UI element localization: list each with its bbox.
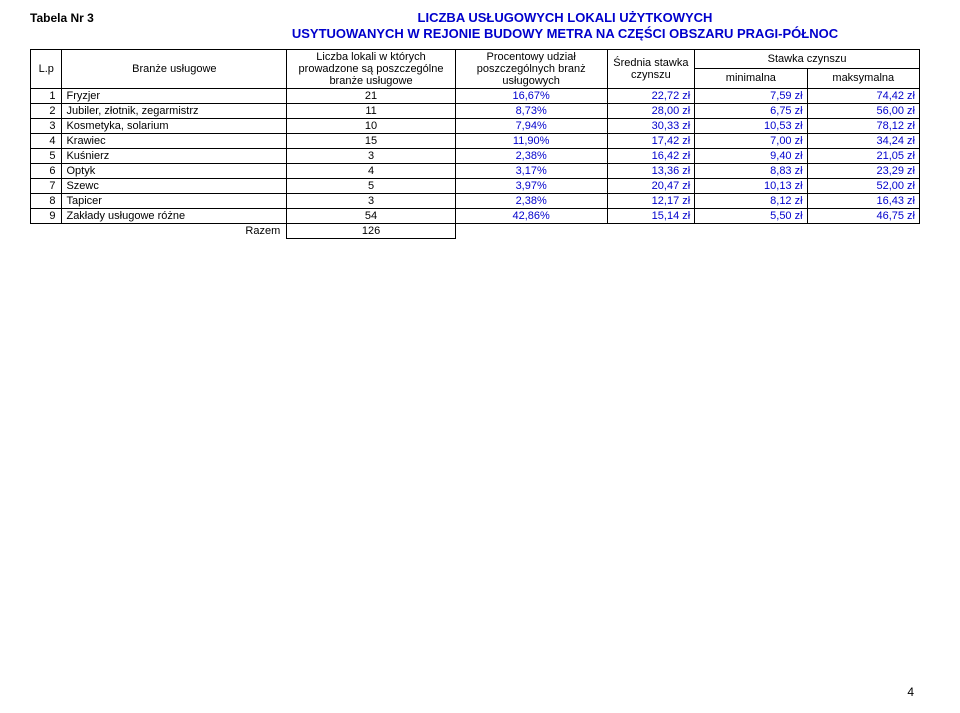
- cell-pct: 2,38%: [455, 148, 607, 163]
- cell-max: 52,00 zł: [807, 178, 919, 193]
- header-row-1: L.p Branże usługowe Liczba lokali w któr…: [31, 49, 920, 69]
- totals-label: Razem: [31, 223, 287, 238]
- cell-lp: 3: [31, 118, 62, 133]
- cell-max: 23,29 zł: [807, 163, 919, 178]
- cell-count: 15: [287, 133, 456, 148]
- cell-min: 8,12 zł: [695, 193, 807, 208]
- table-row: 4 Krawiec 15 11,90% 17,42 zł 7,00 zł 34,…: [31, 133, 920, 148]
- cell-pct: 8,73%: [455, 103, 607, 118]
- title-line-2: USYTUOWANYCH W REJONIE BUDOWY METRA NA C…: [210, 26, 920, 42]
- cell-count: 54: [287, 208, 456, 223]
- cell-pct: 42,86%: [455, 208, 607, 223]
- cell-min: 10,53 zł: [695, 118, 807, 133]
- col-max: maksymalna: [807, 69, 919, 89]
- col-srednia: Średnia stawka czynszu: [607, 49, 695, 88]
- cell-name: Krawiec: [62, 133, 287, 148]
- table-row: 2 Jubiler, złotnik, zegarmistrz 11 8,73%…: [31, 103, 920, 118]
- cell-min: 5,50 zł: [695, 208, 807, 223]
- table-number-label: Tabela Nr 3: [30, 10, 210, 25]
- cell-avg: 12,17 zł: [607, 193, 695, 208]
- cell-lp: 7: [31, 178, 62, 193]
- cell-min: 6,75 zł: [695, 103, 807, 118]
- cell-count: 4: [287, 163, 456, 178]
- col-liczba: Liczba lokali w których prowadzone są po…: [287, 49, 456, 88]
- cell-max: 16,43 zł: [807, 193, 919, 208]
- cell-max: 78,12 zł: [807, 118, 919, 133]
- cell-lp: 6: [31, 163, 62, 178]
- table-row: 6 Optyk 4 3,17% 13,36 zł 8,83 zł 23,29 z…: [31, 163, 920, 178]
- cell-avg: 17,42 zł: [607, 133, 695, 148]
- table-row: 3 Kosmetyka, solarium 10 7,94% 30,33 zł …: [31, 118, 920, 133]
- cell-pct: 3,17%: [455, 163, 607, 178]
- cell-name: Kuśnierz: [62, 148, 287, 163]
- cell-lp: 4: [31, 133, 62, 148]
- cell-pct: 3,97%: [455, 178, 607, 193]
- cell-avg: 28,00 zł: [607, 103, 695, 118]
- cell-min: 8,83 zł: [695, 163, 807, 178]
- cell-avg: 13,36 zł: [607, 163, 695, 178]
- page-number: 4: [907, 685, 914, 699]
- table-row: 7 Szewc 5 3,97% 20,47 zł 10,13 zł 52,00 …: [31, 178, 920, 193]
- cell-lp: 5: [31, 148, 62, 163]
- cell-count: 3: [287, 193, 456, 208]
- totals-row: Razem 126: [31, 223, 920, 238]
- cell-avg: 20,47 zł: [607, 178, 695, 193]
- table-row: 5 Kuśnierz 3 2,38% 16,42 zł 9,40 zł 21,0…: [31, 148, 920, 163]
- cell-max: 56,00 zł: [807, 103, 919, 118]
- col-min: minimalna: [695, 69, 807, 89]
- cell-name: Jubiler, złotnik, zegarmistrz: [62, 103, 287, 118]
- data-table: L.p Branże usługowe Liczba lokali w któr…: [30, 49, 920, 239]
- cell-min: 9,40 zł: [695, 148, 807, 163]
- cell-pct: 11,90%: [455, 133, 607, 148]
- cell-pct: 7,94%: [455, 118, 607, 133]
- cell-avg: 22,72 zł: [607, 88, 695, 103]
- cell-avg: 16,42 zł: [607, 148, 695, 163]
- col-stawka-group: Stawka czynszu: [695, 49, 920, 69]
- cell-avg: 15,14 zł: [607, 208, 695, 223]
- totals-empty: [455, 223, 919, 238]
- cell-max: 21,05 zł: [807, 148, 919, 163]
- cell-lp: 1: [31, 88, 62, 103]
- cell-min: 7,59 zł: [695, 88, 807, 103]
- cell-count: 3: [287, 148, 456, 163]
- table-row: 9 Zakłady usługowe różne 54 42,86% 15,14…: [31, 208, 920, 223]
- cell-name: Tapicer: [62, 193, 287, 208]
- cell-name: Szewc: [62, 178, 287, 193]
- table-row: 8 Tapicer 3 2,38% 12,17 zł 8,12 zł 16,43…: [31, 193, 920, 208]
- cell-lp: 8: [31, 193, 62, 208]
- cell-pct: 2,38%: [455, 193, 607, 208]
- cell-count: 21: [287, 88, 456, 103]
- cell-count: 11: [287, 103, 456, 118]
- cell-count: 5: [287, 178, 456, 193]
- cell-min: 7,00 zł: [695, 133, 807, 148]
- col-lp: L.p: [31, 49, 62, 88]
- col-branze: Branże usługowe: [62, 49, 287, 88]
- table-title: LICZBA USŁUGOWYCH LOKALI UŻYTKOWYCH USYT…: [210, 10, 920, 43]
- cell-name: Fryzjer: [62, 88, 287, 103]
- title-line-1: LICZBA USŁUGOWYCH LOKALI UŻYTKOWYCH: [210, 10, 920, 26]
- col-procent: Procentowy udział poszczególnych branż u…: [455, 49, 607, 88]
- cell-max: 34,24 zł: [807, 133, 919, 148]
- cell-name: Kosmetyka, solarium: [62, 118, 287, 133]
- cell-max: 74,42 zł: [807, 88, 919, 103]
- cell-name: Zakłady usługowe różne: [62, 208, 287, 223]
- totals-count: 126: [287, 223, 456, 238]
- table-row: 1 Fryzjer 21 16,67% 22,72 zł 7,59 zł 74,…: [31, 88, 920, 103]
- cell-name: Optyk: [62, 163, 287, 178]
- cell-lp: 9: [31, 208, 62, 223]
- cell-count: 10: [287, 118, 456, 133]
- cell-lp: 2: [31, 103, 62, 118]
- cell-pct: 16,67%: [455, 88, 607, 103]
- cell-max: 46,75 zł: [807, 208, 919, 223]
- cell-min: 10,13 zł: [695, 178, 807, 193]
- cell-avg: 30,33 zł: [607, 118, 695, 133]
